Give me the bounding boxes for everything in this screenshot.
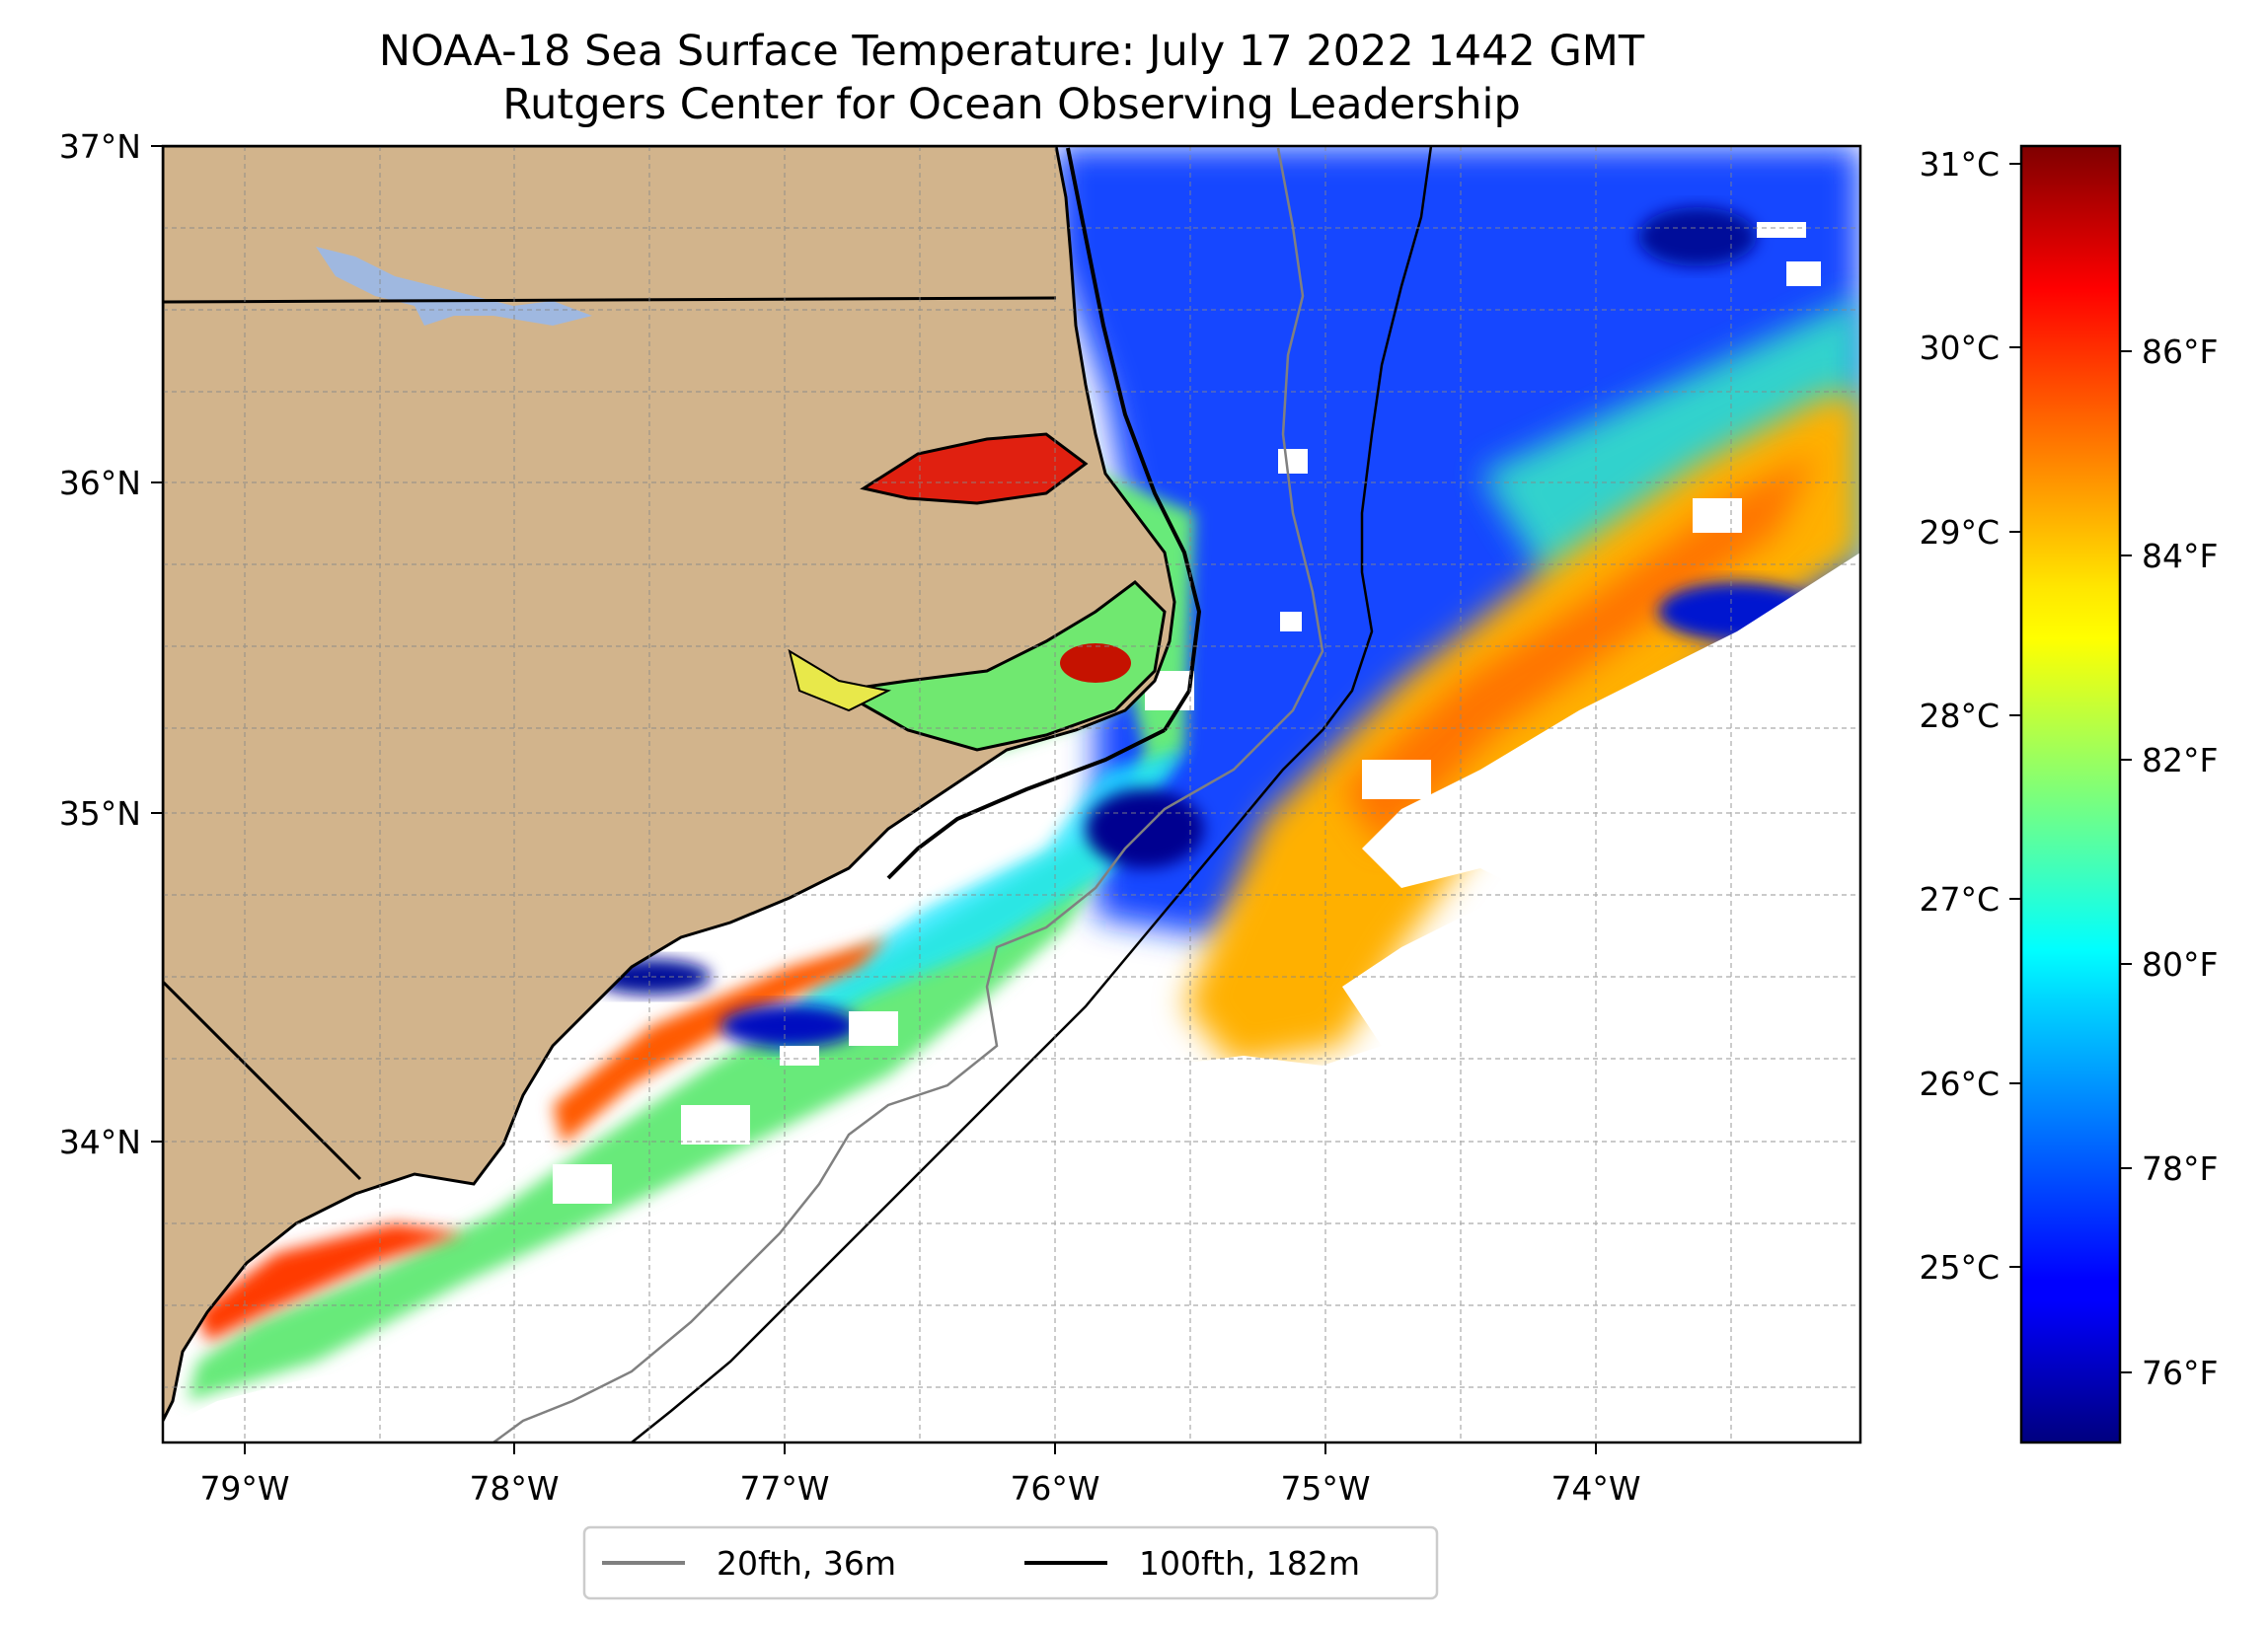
- cold-patch: [720, 1004, 859, 1048]
- fahrenheit-label: 84°F: [2142, 537, 2218, 575]
- legend-label-100fth: 100fth, 182m: [1139, 1544, 1360, 1583]
- celsius-label: 27°C: [1919, 880, 2000, 919]
- no-data-mask: [163, 222, 1860, 1442]
- lat-label: 36°N: [59, 464, 141, 502]
- map-plot: [163, 146, 1860, 1442]
- pamlico-warm-pool: [1060, 643, 1131, 683]
- celsius-label: 26°C: [1919, 1065, 2000, 1103]
- celsius-label: 31°C: [1919, 145, 2000, 184]
- warm-streak-longbay: [197, 1223, 464, 1342]
- colorbar-gradient: [2019, 144, 2122, 1444]
- isobath-20fth: [492, 147, 1324, 1442]
- lon-axis: 79°W 78°W 77°W 76°W 75°W 74°W: [199, 1442, 1641, 1508]
- fahrenheit-ticks: [2120, 350, 2132, 1373]
- nearshore-cyan-band: [770, 750, 1184, 1056]
- celsius-label: 29°C: [1919, 513, 2000, 552]
- colorbar: 31°C 30°C 29°C 28°C 27°C 26°C 25°C 86°F …: [1919, 144, 2218, 1444]
- celsius-label: 28°C: [1919, 697, 2000, 735]
- cool-water-region: [1056, 146, 1860, 937]
- lon-label: 77°W: [739, 1469, 829, 1508]
- neuse-river: [788, 648, 892, 712]
- celsius-label: 25°C: [1919, 1248, 2000, 1287]
- nc-sc-border: [163, 980, 362, 1181]
- map-frame: [161, 144, 1862, 1444]
- lon-label: 75°W: [1280, 1469, 1370, 1508]
- legend: 20fth, 36m 100fth, 182m: [582, 1525, 1439, 1600]
- celsius-ticks: [2009, 163, 2021, 1268]
- kerr-lake: [316, 247, 592, 326]
- warm-streak-onslow: [553, 937, 888, 1145]
- figure-subtitle: Rutgers Center for Ocean Observing Leade…: [502, 80, 1521, 129]
- fahrenheit-label: 82°F: [2142, 741, 2218, 779]
- lat-label: 35°N: [59, 794, 141, 833]
- celsius-label: 30°C: [1919, 329, 2000, 367]
- legend-label-20fth: 20fth, 36m: [717, 1544, 896, 1583]
- lon-label: 79°W: [199, 1469, 289, 1508]
- fahrenheit-label: 86°F: [2142, 333, 2218, 371]
- fahrenheit-label: 76°F: [2142, 1354, 2218, 1392]
- lon-label: 78°W: [469, 1469, 559, 1508]
- fahrenheit-label: 78°F: [2142, 1149, 2218, 1188]
- figure-title: NOAA-18 Sea Surface Temperature: July 17…: [379, 27, 1645, 76]
- lat-label: 34°N: [59, 1123, 141, 1161]
- outer-banks-south: [886, 728, 1166, 880]
- lon-label: 74°W: [1550, 1469, 1640, 1508]
- lon-label: 76°W: [1010, 1469, 1099, 1508]
- lat-label: 37°N: [59, 127, 141, 166]
- gridlines: [163, 146, 1860, 1442]
- albemarle-sound-water: [860, 432, 1089, 505]
- outer-banks: [1066, 147, 1202, 732]
- cold-patch: [1638, 207, 1757, 266]
- isobath-100fth: [631, 146, 1433, 1442]
- fahrenheit-label: 80°F: [2142, 945, 2218, 984]
- lat-axis: 37°N 36°N 35°N 34°N: [59, 127, 163, 1161]
- legend-box: [582, 1525, 1439, 1600]
- va-nc-border: [163, 296, 1057, 304]
